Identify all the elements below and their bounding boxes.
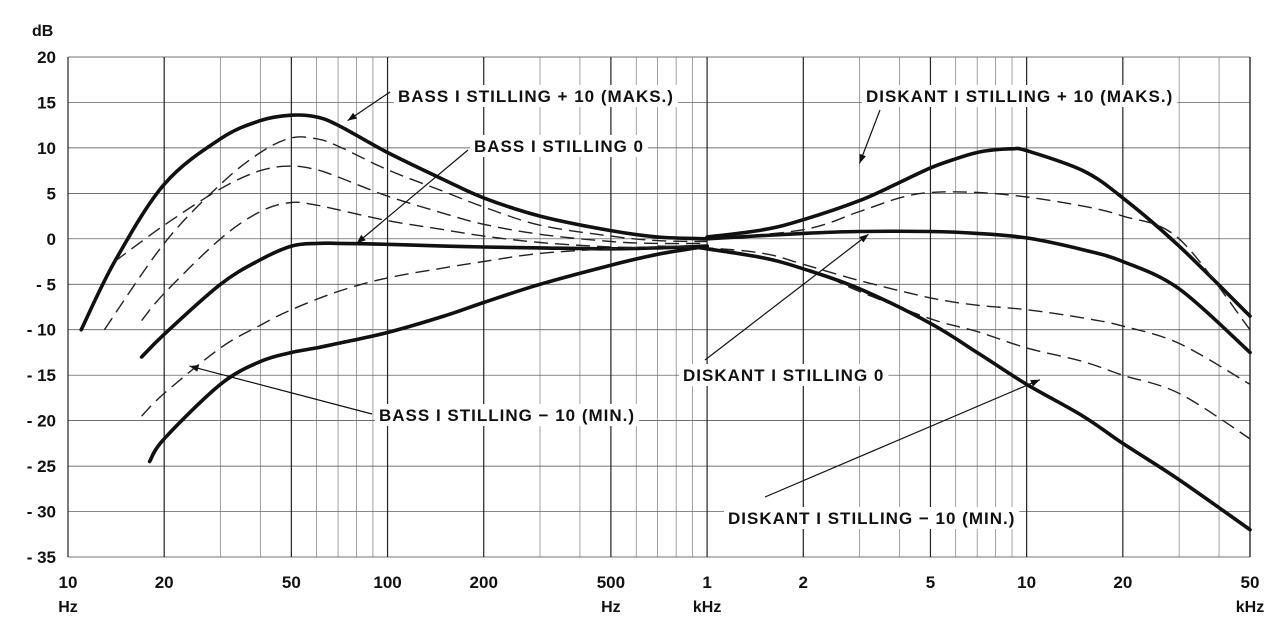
annotation-label-bg <box>394 85 678 107</box>
response-curve-dashed <box>706 247 1251 440</box>
x-tick-label: 200 <box>470 573 498 592</box>
annotation-leader <box>764 379 1041 498</box>
x-tick-label: 50 <box>1241 573 1260 592</box>
y-tick-label: - 25 <box>27 457 56 476</box>
x-tick-label: 2 <box>799 573 808 592</box>
annotation-leader <box>704 233 869 361</box>
x-unit-label: Hz <box>58 599 78 616</box>
x-axis-units: Hz Hz kHz kHz <box>58 599 1264 616</box>
response-curve-dashed <box>114 165 708 263</box>
annotation-arrowhead <box>859 234 869 243</box>
y-tick-label: - 20 <box>27 412 56 431</box>
response-curve <box>139 241 709 359</box>
annotation-arrowhead <box>1030 379 1040 387</box>
x-axis-ticks: 10 20 50 100 200 500 1 2 5 10 20 50 <box>59 573 1260 592</box>
annotation-label: DISKANT I STILLING + 10 (MAKS.) <box>866 87 1173 106</box>
y-tick-label: - 30 <box>27 503 56 522</box>
y-tick-label: - 10 <box>27 321 56 340</box>
response-curve-dashed <box>707 191 1251 331</box>
annotation-arrowhead <box>189 365 200 372</box>
annotation-label-bg <box>375 404 640 426</box>
x-tick-label: 100 <box>373 573 401 592</box>
annotation-label-bg <box>862 85 1178 107</box>
y-tick-label: - 5 <box>36 275 56 294</box>
response-curve-dashed <box>141 201 708 322</box>
response-curve-dashed <box>141 245 708 417</box>
annotation-arrowhead <box>859 153 866 164</box>
annotation-arrowhead <box>347 112 357 121</box>
y-tick-label: 10 <box>37 139 56 158</box>
x-tick-label: 10 <box>59 573 78 592</box>
x-unit-label: kHz <box>693 599 721 616</box>
response-curves <box>79 113 1252 532</box>
x-tick-label: 20 <box>155 573 174 592</box>
y-tick-label: - 35 <box>27 548 56 567</box>
annotation-label-bg <box>470 135 649 157</box>
annotation-label: DISKANT I STILLING − 10 (MIN.) <box>728 509 1015 528</box>
annotation-label-bg <box>679 364 889 386</box>
chart-grid <box>67 56 1251 558</box>
annotation-label: BASS I STILLING 0 <box>474 137 644 156</box>
x-unit-label: Hz <box>601 599 621 616</box>
annotation-leader <box>858 109 881 164</box>
x-tick-label: 5 <box>926 573 935 592</box>
response-curve-dashed <box>657 245 1251 385</box>
x-unit-label: kHz <box>1236 599 1264 616</box>
y-tick-label: - 15 <box>27 366 56 385</box>
response-curve <box>147 244 709 464</box>
annotation-arrowhead <box>356 234 366 244</box>
x-tick-label: 1 <box>702 573 711 592</box>
response-curve <box>690 245 1252 532</box>
y-tick-label: 5 <box>47 184 56 203</box>
y-tick-label: 15 <box>37 93 56 112</box>
response-curve <box>705 229 1252 355</box>
y-tick-label: 20 <box>37 48 56 67</box>
annotation-leader <box>356 149 469 244</box>
response-curve <box>79 113 709 332</box>
annotation-leader <box>189 365 373 415</box>
y-axis-ticks: 20 15 10 5 0 - 5 - 10 - 15 - 20 - 25 - 30 - 35 <box>27 48 56 567</box>
x-tick-label: 500 <box>597 573 625 592</box>
curve-annotations: BASS I STILLING + 10 (MAKS.) BASS I STILL… <box>189 85 1178 529</box>
y-axis-label: dB <box>32 23 53 40</box>
annotation-label: BASS I STILLING − 10 (MIN.) <box>379 406 635 425</box>
annotation-label-bg <box>724 507 1020 529</box>
annotation-label: DISKANT I STILLING 0 <box>683 366 884 385</box>
y-tick-label: 0 <box>47 230 56 249</box>
response-curve-dashed <box>103 136 708 331</box>
x-tick-label: 10 <box>1017 573 1036 592</box>
x-tick-label: 20 <box>1113 573 1132 592</box>
x-tick-label: 50 <box>282 573 301 592</box>
annotation-label: BASS I STILLING + 10 (MAKS.) <box>398 87 674 106</box>
response-curve <box>705 146 1252 318</box>
